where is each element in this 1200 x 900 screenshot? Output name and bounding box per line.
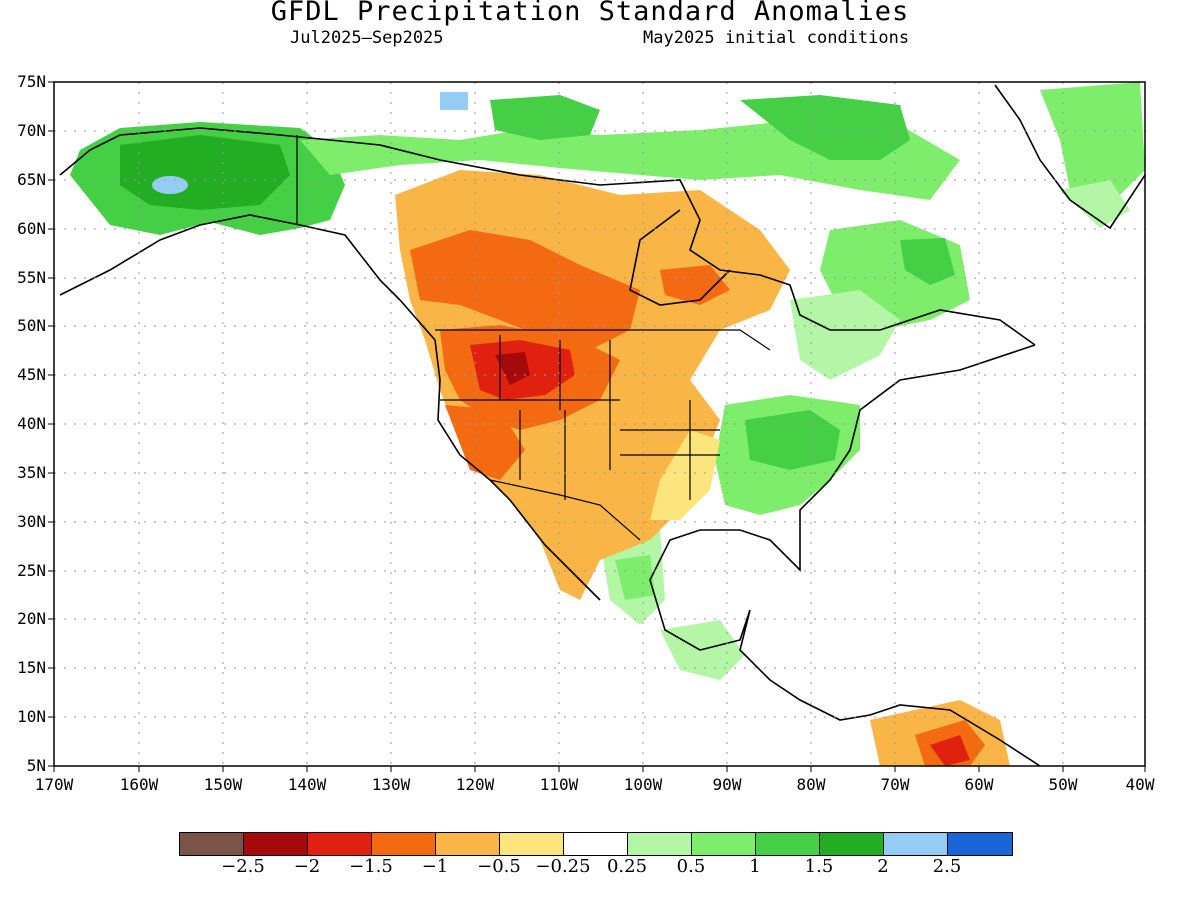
colorbar-swatch [820,833,884,855]
colorbar-label: −2.5 [221,856,265,877]
lat-label-15n: 15N [17,658,46,677]
western-canada-dry-core [410,230,640,350]
lat-label-25n: 25N [17,561,46,580]
colorbar-swatch [756,833,820,855]
colorbar-swatch [372,833,436,855]
lat-label-10n: 10N [17,707,46,726]
lon-label-110w: 110W [539,775,579,794]
graticule [54,82,1145,766]
colorbar-label: 0.25 [606,856,648,877]
colorbar-swatch [628,833,692,855]
colorbar-swatch [436,833,500,855]
colorbar-swatch [884,833,948,855]
colorbar-swatch [500,833,564,855]
south-america-coast [869,704,1041,766]
colorbar-label: 2.5 [932,856,962,877]
mexico-wet-core [615,555,655,600]
gulf-east-coast [649,344,1036,721]
colorbar-swatch [180,833,244,855]
colorbar-label: −0.5 [477,856,521,877]
lat-label-60n: 60N [17,219,46,238]
venezuela-dry-max [930,735,970,766]
lat-label-75n: 75N [17,72,46,91]
colorbar-label: −1.5 [349,856,393,877]
us-state-lines [440,335,720,500]
appalachian-wet-core [745,410,840,470]
forecast-period: Jul2025–Sep2025 [290,28,444,48]
hudson-dry [660,265,730,305]
arctic-wet-core [490,95,600,140]
lat-label-35n: 35N [17,463,46,482]
lon-label-140w: 140W [287,775,327,794]
precipitation-anomaly-map [48,81,1146,772]
east-canada-wet [790,290,900,380]
colorbar-label: −1 [421,856,449,877]
us-mexico-border [489,479,641,541]
colorbar-label: −2 [293,856,321,877]
lon-label-170w: 170W [34,775,74,794]
map-title: GFDL Precipitation Standard Anomalies [270,0,910,27]
lon-label-100w: 100W [623,775,663,794]
us-canada-border [435,329,771,351]
lat-label-50n: 50N [17,316,46,335]
lon-label-50w: 50W [1048,775,1078,794]
lon-label-130w: 130W [371,775,411,794]
colorbar-swatch [692,833,756,855]
colorbar-label: 1.5 [804,856,834,877]
lat-label-45n: 45N [17,365,46,384]
hudson-bay-coast [629,209,731,306]
idaho-dry-extreme [495,352,530,385]
colorbar-swatch [308,833,372,855]
colorbar-label: 2 [877,856,889,877]
colorbar-label: −0.25 [535,856,591,877]
labrador-wet-core [900,238,955,285]
political-borders [296,135,771,541]
lat-label-20n: 20N [17,609,46,628]
lat-label-70n: 70N [17,121,46,140]
colorbar [179,832,1013,856]
colorbar-label: 0.5 [676,856,706,877]
light-dry-fringe [650,430,720,520]
arctic-wet-max [440,92,468,110]
lon-label-80w: 80W [796,775,826,794]
lat-label-40n: 40N [17,414,46,433]
initial-conditions: May2025 initial conditions [643,28,910,48]
lon-label-90w: 90W [712,775,742,794]
alaska-coast [59,127,401,301]
arctic-canada-coast [329,139,1036,346]
alaska-wet-core [120,135,290,210]
lat-label-65n: 65N [17,170,46,189]
lat-label-30n: 30N [17,512,46,531]
west-us-coast [399,299,601,601]
colorbar-swatch [948,833,1012,855]
lon-label-70w: 70W [880,775,910,794]
greenland-wet-light [1060,180,1130,228]
lon-label-120w: 120W [455,775,495,794]
lon-label-60w: 60W [964,775,994,794]
lon-label-150w: 150W [203,775,243,794]
baffin-wet [740,95,910,160]
lon-label-40w: 40W [1125,775,1155,794]
lat-label-5n: 5N [26,756,46,775]
axis-ticks [48,81,1146,772]
colorbar-swatch [244,833,308,855]
lon-label-160w: 160W [119,775,159,794]
alaska-wet-max [152,176,188,194]
colorbar-label: 1 [749,856,761,877]
lat-label-55n: 55N [17,268,46,287]
colorbar-swatch [564,833,628,855]
greenland-wet [1040,82,1145,215]
